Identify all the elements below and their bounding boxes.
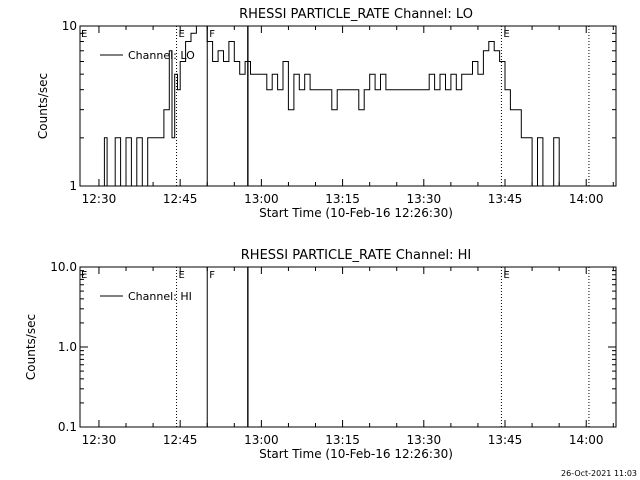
y-tick-label: 1 bbox=[69, 179, 77, 193]
x-tick-label: 12:45 bbox=[163, 433, 198, 447]
event-marker-label: E bbox=[179, 270, 185, 281]
x-tick-label: 13:15 bbox=[325, 192, 360, 206]
y-axis-label: Counts/sec bbox=[24, 314, 38, 380]
x-axis-label: Start Time (10-Feb-16 12:26:30) bbox=[259, 206, 453, 220]
event-marker-label: F bbox=[209, 270, 215, 281]
x-axis-label: Start Time (10-Feb-16 12:26:30) bbox=[259, 447, 453, 461]
event-marker-label: E bbox=[179, 29, 185, 40]
chart-panel-hi: RHESSI PARTICLE_RATE Channel: HI 0.1 1.0 10… bbox=[24, 248, 617, 461]
series-line bbox=[98, 25, 587, 187]
x-tick-label: 13:45 bbox=[488, 433, 523, 447]
x-tick-label: 12:30 bbox=[82, 192, 117, 206]
y-tick-label: 10.0 bbox=[50, 260, 77, 274]
event-marker-label: E bbox=[503, 270, 509, 281]
x-tick-label: 13:30 bbox=[407, 433, 442, 447]
plot-frame bbox=[79, 25, 617, 187]
event-marker-label: E bbox=[81, 29, 87, 40]
legend-label: Channel: HI bbox=[128, 290, 192, 303]
x-tick-label: 12:45 bbox=[163, 192, 198, 206]
x-tick-label: 13:15 bbox=[325, 433, 360, 447]
y-tick-label: 1.0 bbox=[58, 340, 77, 354]
x-tick-label: 12:30 bbox=[82, 433, 117, 447]
plot-timestamp: 26-Oct-2021 11:03 bbox=[561, 469, 637, 478]
x-tick-label: 13:45 bbox=[488, 192, 523, 206]
event-marker-label: E bbox=[81, 270, 87, 281]
y-tick-label: 0.1 bbox=[58, 420, 77, 434]
event-marker-label: E bbox=[503, 29, 509, 40]
chart-panel-lo: RHESSI PARTICLE_RATE Channel: LO 1 10 12:30… bbox=[36, 7, 617, 220]
x-tick-label: 14:00 bbox=[569, 192, 604, 206]
y-axis-label: Counts/sec bbox=[36, 73, 50, 139]
chart-title: RHESSI PARTICLE_RATE Channel: LO bbox=[239, 7, 473, 22]
x-tick-label: 13:00 bbox=[244, 433, 279, 447]
chart-title: RHESSI PARTICLE_RATE Channel: HI bbox=[241, 248, 471, 263]
x-tick-label: 14:00 bbox=[569, 433, 604, 447]
x-tick-label: 13:00 bbox=[244, 192, 279, 206]
event-marker-label: F bbox=[209, 29, 215, 40]
y-tick-label: 10 bbox=[62, 19, 77, 33]
legend-label: Channel: LO bbox=[128, 49, 195, 62]
x-tick-label: 13:30 bbox=[407, 192, 442, 206]
